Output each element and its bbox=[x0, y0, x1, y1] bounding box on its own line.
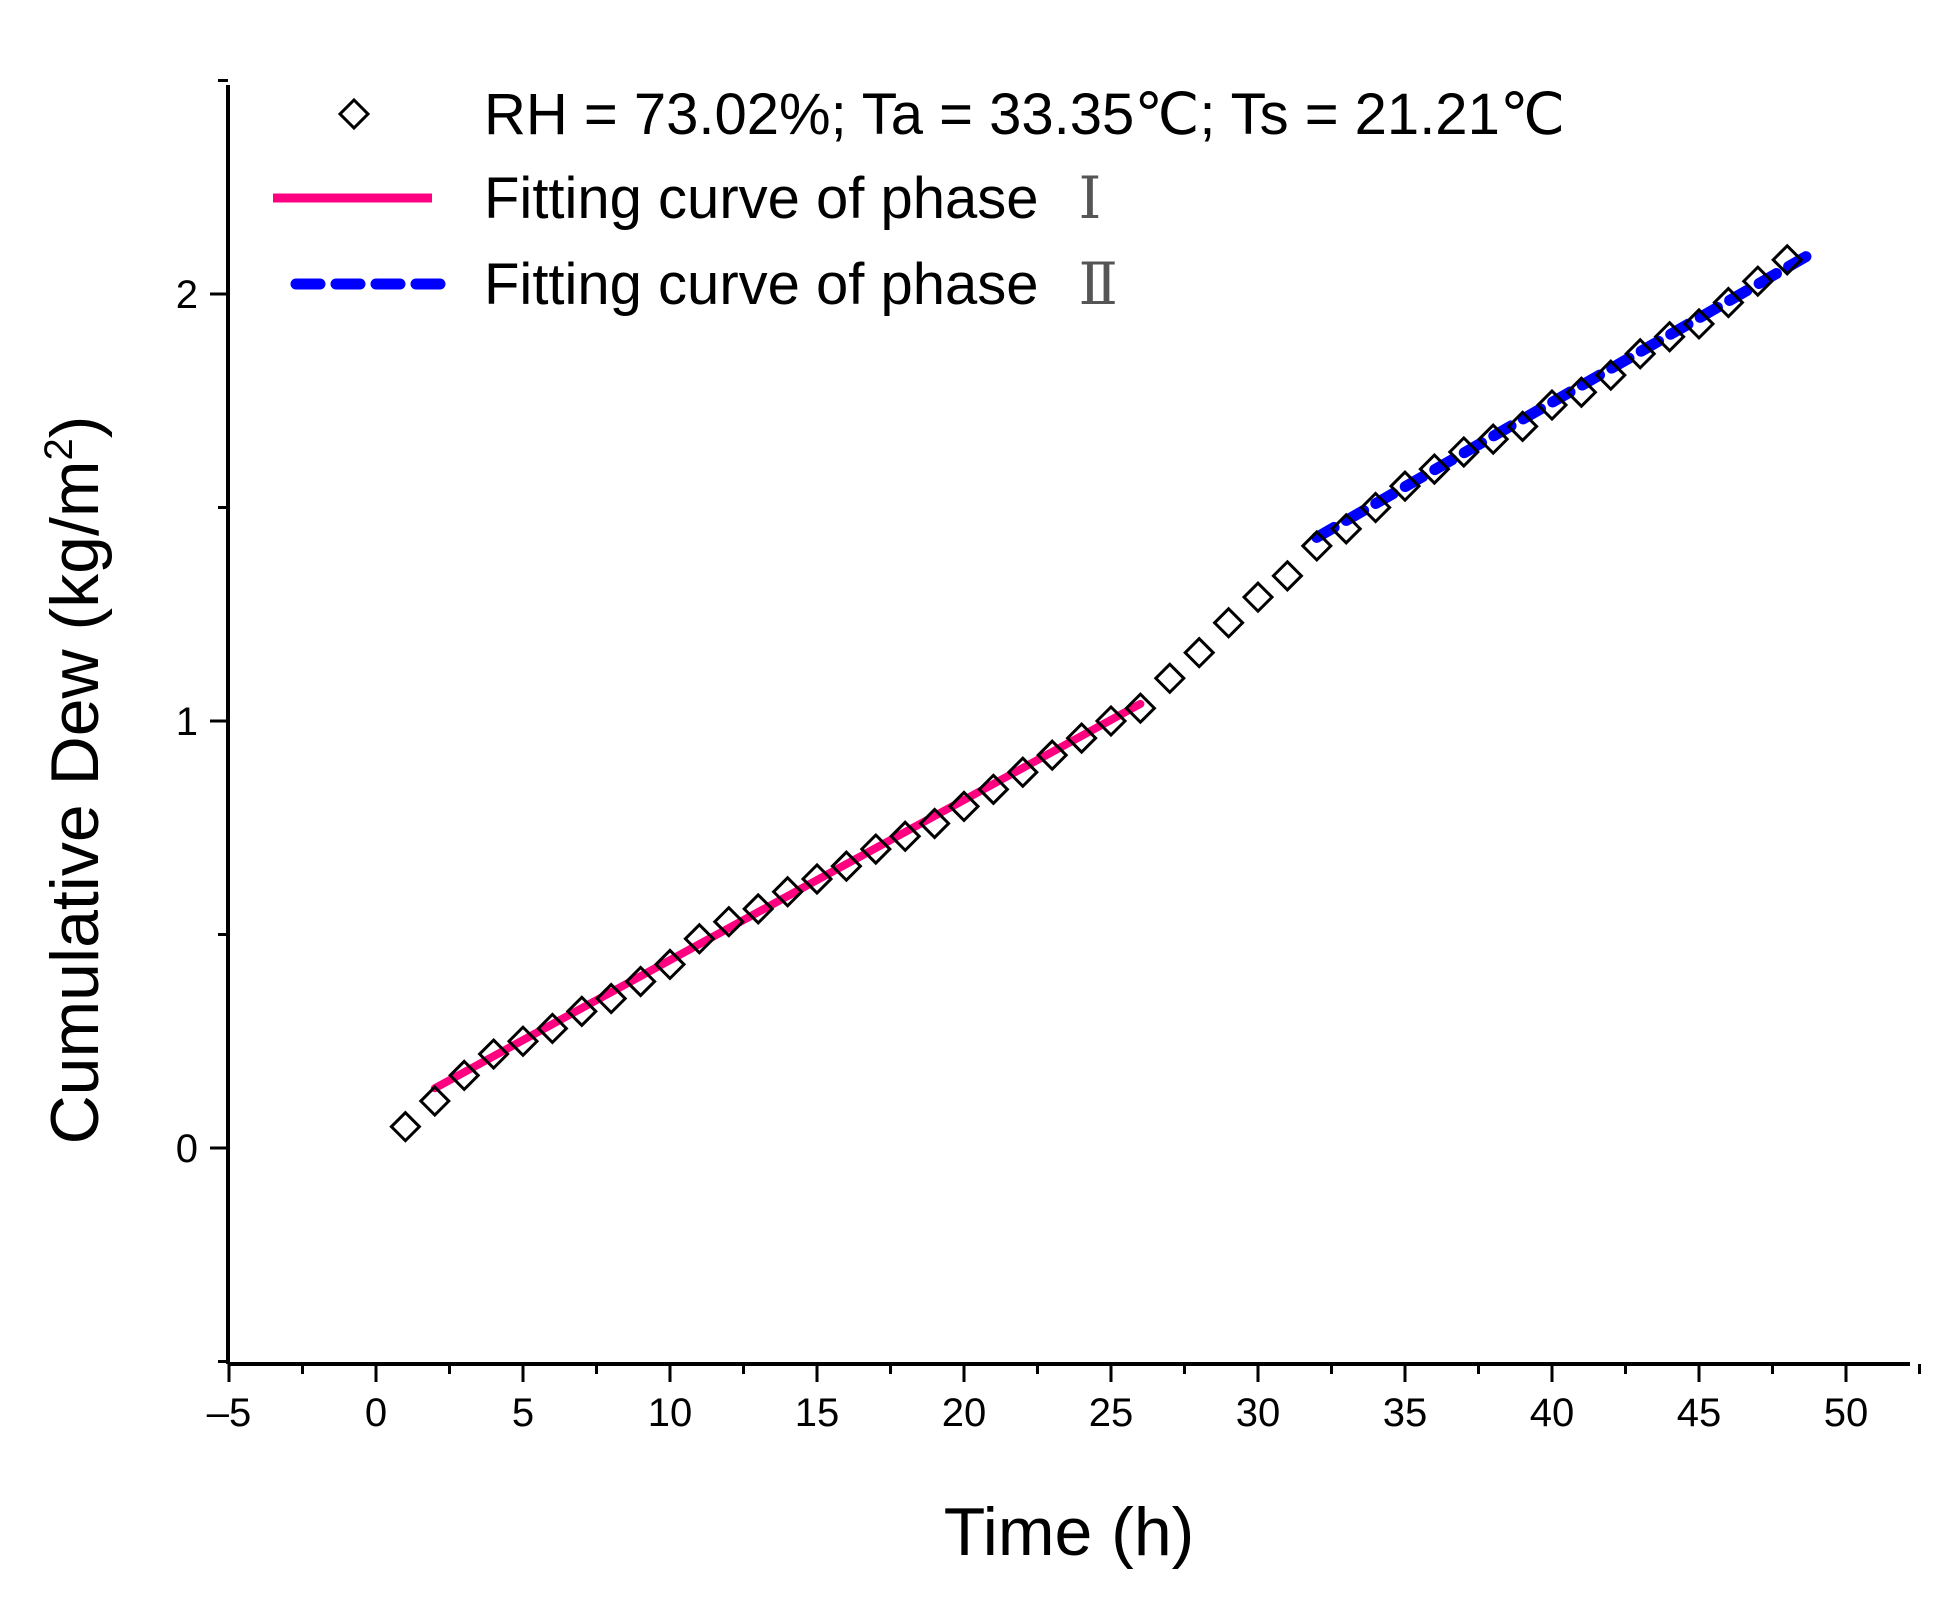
legend-label-phase-2-numeral: Ⅱ bbox=[1079, 252, 1118, 317]
data-point bbox=[1741, 265, 1774, 298]
data-point bbox=[977, 773, 1010, 806]
data-point bbox=[1212, 606, 1245, 639]
data-point bbox=[1565, 376, 1598, 409]
x-tick-label: –5 bbox=[207, 1391, 252, 1435]
data-point bbox=[1477, 423, 1510, 456]
axes: –5 0 5 10 15 20 25 30 35 40 45 50 0 1 2 bbox=[176, 79, 1921, 1435]
data-point bbox=[889, 820, 922, 853]
x-tick-label: 0 bbox=[365, 1391, 387, 1435]
x-tick-label: 35 bbox=[1383, 1391, 1428, 1435]
data-point bbox=[1447, 435, 1480, 469]
legend-label-scatter: RH = 73.02%; Ta = 33.35℃; Ts = 21.21℃ bbox=[484, 82, 1565, 147]
data-point bbox=[1065, 721, 1098, 755]
legend-entry-phase-2: Fitting curve of phase Ⅱ bbox=[290, 252, 1118, 317]
legend-diamond-marker bbox=[337, 97, 371, 131]
data-point bbox=[1036, 739, 1069, 772]
x-ticks: –5 0 5 10 15 20 25 30 35 40 45 50 bbox=[207, 1364, 1921, 1435]
data-point bbox=[771, 875, 804, 908]
data-point bbox=[565, 995, 598, 1028]
legend-label-phase-2-text: Fitting curve of phase bbox=[484, 252, 1039, 317]
y-ticks: 0 1 2 bbox=[176, 79, 228, 1363]
data-point bbox=[1771, 243, 1804, 276]
y-axis-title-close: ) bbox=[37, 416, 113, 439]
data-point bbox=[1183, 636, 1216, 669]
data-point bbox=[918, 807, 951, 840]
legend-entry-phase-1: Fitting curve of phase Ⅰ bbox=[273, 166, 1101, 231]
x-tick-label: 5 bbox=[512, 1391, 534, 1435]
data-point bbox=[536, 1012, 569, 1045]
data-point bbox=[389, 1110, 422, 1143]
data-point bbox=[1006, 756, 1039, 789]
data-point bbox=[1330, 512, 1363, 545]
data-point bbox=[800, 862, 834, 896]
data-point bbox=[595, 982, 628, 1015]
legend: RH = 73.02%; Ta = 33.35℃; Ts = 21.21℃ Fi… bbox=[273, 82, 1565, 317]
series-layer bbox=[389, 243, 1814, 1143]
x-tick-label: 50 bbox=[1824, 1391, 1869, 1435]
data-point bbox=[477, 1037, 510, 1071]
fit-line-phase-2 bbox=[1311, 250, 1814, 543]
data-point bbox=[859, 832, 892, 866]
data-point bbox=[1682, 307, 1716, 341]
data-point bbox=[1241, 581, 1275, 614]
data-point bbox=[712, 905, 745, 938]
x-tick-label: 10 bbox=[648, 1391, 693, 1435]
data-point bbox=[1359, 491, 1392, 524]
data-point bbox=[624, 965, 657, 998]
data-point bbox=[1506, 410, 1539, 443]
data-point bbox=[1653, 320, 1686, 353]
y-axis-title-superscript: 2 bbox=[37, 438, 81, 460]
x-axis-title: Time (h) bbox=[944, 1494, 1195, 1570]
x-tick-label: 45 bbox=[1677, 1391, 1722, 1435]
data-point bbox=[830, 850, 863, 883]
y-axis-title-main: Cumulative Dew (kg/m bbox=[37, 460, 113, 1144]
data-point bbox=[683, 922, 716, 955]
data-point bbox=[947, 790, 981, 823]
data-point bbox=[653, 948, 687, 981]
legend-label-phase-2: Fitting curve of phase Ⅱ bbox=[484, 252, 1118, 317]
legend-label-phase-1: Fitting curve of phase Ⅰ bbox=[484, 166, 1101, 231]
legend-entry-scatter: RH = 73.02%; Ta = 33.35℃; Ts = 21.21℃ bbox=[337, 82, 1565, 147]
y-tick-label: 0 bbox=[176, 1127, 198, 1171]
x-tick-label: 20 bbox=[942, 1391, 987, 1435]
data-point bbox=[1624, 337, 1657, 370]
data-point bbox=[1094, 704, 1128, 738]
data-point bbox=[1271, 559, 1304, 592]
x-tick-label: 25 bbox=[1089, 1391, 1134, 1435]
data-point bbox=[506, 1025, 540, 1058]
y-tick-label: 1 bbox=[176, 700, 198, 744]
fit-line-phase-1 bbox=[430, 699, 1145, 1093]
legend-label-phase-1-text: Fitting curve of phase bbox=[484, 166, 1039, 231]
data-point bbox=[418, 1084, 451, 1118]
data-point bbox=[448, 1059, 481, 1092]
data-point bbox=[1535, 388, 1569, 422]
x-tick-label: 15 bbox=[795, 1391, 840, 1435]
y-axis-title: Cumulative Dew (kg/m2) bbox=[37, 416, 113, 1145]
data-point bbox=[1594, 359, 1627, 392]
data-point bbox=[1153, 662, 1186, 695]
data-point bbox=[1418, 452, 1451, 486]
data-point bbox=[1712, 286, 1745, 319]
data-point bbox=[742, 892, 775, 926]
y-tick-label: 2 bbox=[176, 273, 198, 317]
x-tick-label: 30 bbox=[1236, 1391, 1281, 1435]
legend-label-phase-1-numeral: Ⅰ bbox=[1079, 166, 1102, 231]
x-tick-label: 40 bbox=[1530, 1391, 1575, 1435]
data-point bbox=[1124, 692, 1157, 725]
data-point bbox=[1388, 470, 1422, 503]
data-point bbox=[1300, 529, 1333, 563]
